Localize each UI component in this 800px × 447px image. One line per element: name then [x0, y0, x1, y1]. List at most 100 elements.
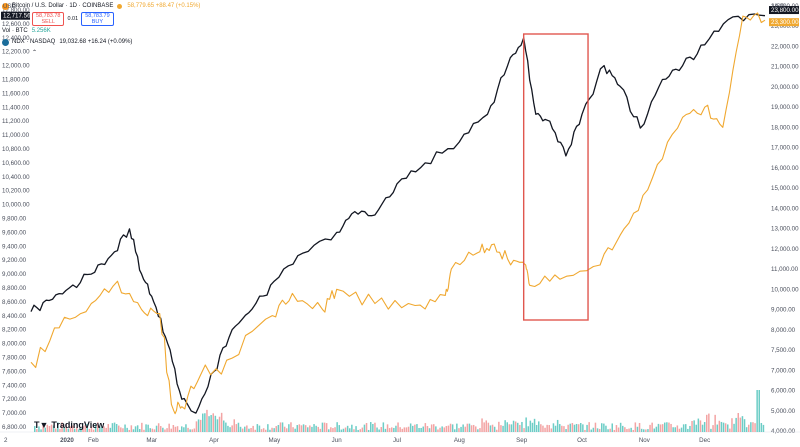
left-tick-label: 9,600.00 — [2, 229, 27, 236]
volume-bar — [544, 427, 546, 432]
volume-bar — [430, 424, 433, 432]
volume-bar — [206, 409, 208, 432]
volume-bar — [130, 425, 133, 432]
volume-bar — [220, 412, 223, 432]
volume-value: 5.256K — [31, 28, 51, 34]
volume-bar — [556, 419, 559, 432]
spread-value: 0.01 — [67, 15, 79, 22]
right-tick-label: 7,000.00 — [771, 367, 796, 374]
volume-bar — [760, 422, 763, 432]
left-tick-label: 10,600.00 — [2, 160, 30, 167]
volume-bar — [223, 420, 225, 432]
volume-bar — [227, 425, 229, 432]
tradingview-logo[interactable]: T▼ TradingView — [34, 420, 105, 430]
volume-bar — [61, 422, 63, 432]
volume-bar — [552, 423, 555, 432]
right-price-axis[interactable]: 24,000.0023,000.0022,000.0021,000.0020,0… — [769, 3, 799, 435]
volume-bar — [540, 424, 542, 432]
time-tick-label: May — [268, 437, 281, 444]
volume-bar — [325, 423, 328, 432]
left-price-axis[interactable]: 12,800.00 12,600.00 12,400.00 12,200.00 12,0… — [1, 7, 31, 431]
volume-bar — [328, 429, 330, 432]
volume-bar — [554, 425, 557, 432]
volume-bar — [703, 422, 706, 432]
btc-series-line — [30, 12, 766, 415]
volume-bar — [317, 426, 319, 432]
volume-label[interactable]: Vol · BTC — [2, 28, 28, 34]
highlight-rectangle[interactable] — [522, 33, 589, 321]
sell-button[interactable]: 58,783.78 SELL — [32, 12, 65, 26]
volume-bar — [265, 429, 267, 432]
volume-bar — [571, 423, 574, 432]
volume-bar — [292, 427, 294, 432]
volume-bar — [349, 428, 351, 432]
volume-bar — [655, 426, 658, 432]
volume-bar — [682, 424, 685, 432]
volume-bar — [304, 425, 307, 432]
volume-bar — [355, 426, 357, 432]
buy-button[interactable]: 58,783.79 BUY — [81, 12, 114, 26]
volume-bar — [155, 425, 158, 432]
volume-bar — [724, 423, 727, 432]
volume-bar — [483, 422, 485, 432]
volume-bar — [361, 427, 364, 432]
volume-bar — [181, 426, 183, 432]
volume-bar — [573, 424, 576, 432]
volume-bar — [353, 429, 355, 432]
volume-bar — [718, 420, 721, 432]
volume-bar — [174, 426, 177, 432]
volume-bar — [256, 424, 259, 432]
volume-bar — [34, 426, 36, 432]
volume-bar — [422, 426, 424, 432]
volume-bar — [202, 413, 204, 432]
volume-bar — [86, 423, 88, 432]
volume-bar — [273, 428, 275, 432]
volume-bar — [313, 424, 315, 432]
volume-bar — [294, 428, 296, 432]
volume-bar — [307, 427, 309, 432]
volume-bar — [649, 424, 651, 432]
right-tick-label: 12,000.00 — [771, 246, 799, 253]
volume-bar — [330, 427, 332, 432]
volume-bar — [397, 422, 399, 432]
volume-bar — [315, 425, 317, 432]
volume-bar — [538, 421, 540, 432]
volume-bar — [111, 423, 114, 432]
volume-bar — [514, 421, 517, 432]
volume-bar — [46, 424, 49, 432]
volume-bar — [565, 429, 567, 432]
volume-bar — [162, 427, 164, 432]
volume-bar — [78, 429, 80, 432]
ndx-series-line — [30, 13, 766, 414]
volume-bar — [529, 420, 532, 432]
volume-bar — [479, 428, 481, 432]
volume-bar — [727, 424, 729, 432]
volume-bar — [168, 423, 170, 432]
btc-quote: 58,779.65 +88.47 (+0.15%) — [127, 3, 201, 9]
volume-bar — [433, 424, 435, 432]
volume-bar — [99, 426, 101, 432]
left-tick-label: 12,600.00 — [2, 21, 30, 28]
symbol-title[interactable]: Bitcoin / U.S. Dollar · 1D · COINBASE — [12, 3, 114, 9]
volume-bar — [630, 427, 632, 432]
ndx-label[interactable]: NDX · NASDAQ — [12, 39, 56, 45]
chevron-up-icon[interactable]: ⌃ — [32, 50, 38, 56]
volume-bar — [191, 429, 193, 432]
volume-bar — [414, 424, 416, 432]
volume-bar — [241, 428, 244, 432]
volume-bar — [569, 423, 571, 432]
volume-bar — [82, 426, 84, 432]
volume-bar — [386, 424, 389, 432]
legend: Bitcoin / U.S. Dollar · 1D · COINBASE 58… — [2, 1, 422, 59]
volume-bar — [283, 426, 286, 432]
volume-bar — [157, 423, 160, 432]
right-tick-label: 11,000.00 — [771, 266, 799, 273]
volume-bar — [120, 427, 122, 432]
volume-bar — [407, 426, 410, 432]
volume-bar — [485, 420, 487, 432]
volume-bar — [258, 425, 261, 432]
volume-bar — [136, 425, 139, 432]
left-tick-label: 10,800.00 — [2, 146, 30, 153]
